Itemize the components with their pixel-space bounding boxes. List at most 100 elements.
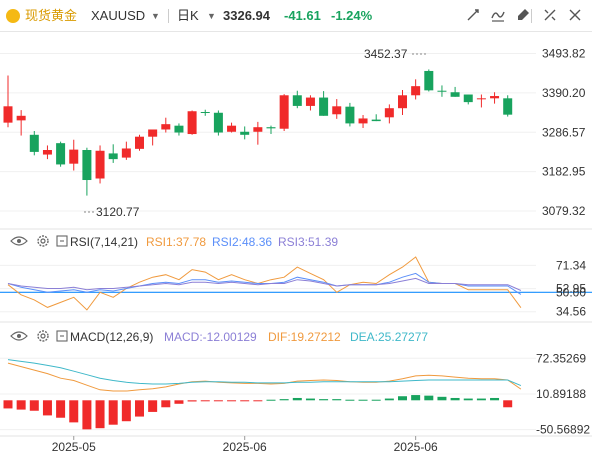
macd-series-line <box>7 362 522 392</box>
candle-body <box>121 148 131 158</box>
settings-icon[interactable] <box>37 235 49 247</box>
macd-series-line <box>7 359 522 387</box>
price-axis-tick-label: 3079.32 <box>542 204 586 218</box>
macd-histogram-bar <box>305 398 315 401</box>
rsi-pane <box>0 256 592 311</box>
macd-histogram-bar <box>332 399 342 401</box>
rsi-axis-tick-label: 52.95 <box>556 282 586 296</box>
eye-icon[interactable] <box>10 331 28 341</box>
macd-histogram-bar <box>503 400 513 408</box>
rsi2-value: RSI2:48.36 <box>212 235 272 249</box>
low-annotation: 3120.77 <box>96 205 140 219</box>
candle-body <box>305 97 315 106</box>
macd-histogram-bar <box>358 399 368 401</box>
candlestick-series <box>3 69 513 196</box>
draw-icon[interactable] <box>464 8 482 24</box>
dea-value: DEA:25.27277 <box>350 330 428 344</box>
macd-histogram-bar <box>424 395 434 401</box>
price-change: -41.61 <box>284 8 321 23</box>
candle-body <box>279 95 289 129</box>
candle-body <box>384 108 394 118</box>
rsi-axis-tick-label: 50.00 <box>556 285 586 299</box>
candle-body <box>227 125 237 132</box>
macd-axis-tick-label: -50.56892 <box>536 423 590 437</box>
candle-body <box>3 106 13 123</box>
rsi-series-line <box>7 277 522 291</box>
rsi3-value: RSI3:51.39 <box>278 235 338 249</box>
x-axis-tick-label: 2025-06 <box>394 440 438 454</box>
candle-body <box>503 98 513 115</box>
macd-histogram-bar <box>292 397 302 401</box>
rsi-series-line <box>7 272 522 295</box>
macd-histogram-bar <box>319 399 329 401</box>
macd-histogram-bar <box>253 400 263 402</box>
caret-down-icon[interactable]: ▼ <box>151 11 160 21</box>
candle-body <box>187 111 197 135</box>
macd-histogram-bar <box>3 400 13 409</box>
indicator-icon[interactable] <box>489 8 507 24</box>
brush-icon[interactable] <box>514 8 532 24</box>
chart-toolbar: 现货黄金 XAUUSD ▼ 日K ▼ 3326.94 -41.61 -1.24% <box>0 0 592 32</box>
candle-body <box>266 127 276 129</box>
candle-body <box>398 95 407 109</box>
macd-indicator-name: MACD(12,26,9) <box>70 330 153 344</box>
candle-body <box>253 127 263 132</box>
candle-body <box>490 96 500 99</box>
macd-histogram-bar <box>384 398 394 401</box>
instrument-name[interactable]: 现货黄金 <box>25 8 78 23</box>
macd-histogram-bar <box>121 400 131 422</box>
rsi1-value: RSI1:37.78 <box>146 235 206 249</box>
rsi-axis-tick-label: 71.34 <box>556 258 586 272</box>
macd-histogram-bar <box>161 400 171 408</box>
collapse-icon[interactable] <box>56 235 68 247</box>
macd-histogram-bar <box>69 400 79 423</box>
last-price: 3326.94 <box>223 8 270 23</box>
toolbar-divider <box>168 9 169 23</box>
candle-body <box>29 134 39 152</box>
price-axis-tick-label: 3390.20 <box>542 86 586 100</box>
candle-body <box>42 150 52 155</box>
close-icon[interactable] <box>566 8 584 24</box>
symbol-selector[interactable]: XAUUSD <box>91 8 146 23</box>
candle-body <box>450 92 460 97</box>
caret-down-icon[interactable]: ▼ <box>207 11 216 21</box>
candle-body <box>161 124 171 130</box>
candle-body <box>82 150 92 181</box>
macd-histogram-bar <box>450 397 460 401</box>
candle-body <box>135 136 144 149</box>
fullscreen-icon[interactable] <box>541 8 559 24</box>
x-axis-tick-label: 2025-06 <box>223 440 267 454</box>
candle-body <box>332 106 342 115</box>
macd-pane <box>3 359 522 430</box>
candle-body <box>292 95 302 106</box>
dif-value: DIF:19.27212 <box>268 330 341 344</box>
macd-histogram-bar <box>437 396 447 401</box>
macd-histogram-bar <box>16 400 26 410</box>
candle-body <box>345 106 355 124</box>
eye-icon[interactable] <box>10 236 28 246</box>
macd-histogram-bar <box>463 398 473 401</box>
macd-axis-tick-label: 10.89188 <box>536 387 586 401</box>
macd-histogram-bar <box>174 400 184 404</box>
macd-histogram-bar <box>213 400 223 402</box>
macd-value: MACD:-12.00129 <box>164 330 257 344</box>
candle-body <box>16 115 26 121</box>
candle-body <box>56 143 66 165</box>
macd-histogram-bar <box>42 400 52 416</box>
settings-icon[interactable] <box>37 330 49 342</box>
collapse-icon[interactable] <box>56 330 68 342</box>
macd-histogram-bar <box>266 399 276 401</box>
macd-histogram-bar <box>240 400 250 402</box>
candle-body <box>358 118 368 124</box>
macd-histogram-bar <box>345 399 355 401</box>
macd-histogram-bar <box>476 398 486 401</box>
macd-histogram-bar <box>411 395 421 401</box>
rsi-indicator-name: RSI(7,14,21) <box>70 235 138 249</box>
candle-body <box>437 90 447 92</box>
candle-body <box>95 150 105 179</box>
macd-histogram-bar <box>108 400 118 425</box>
candle-body <box>371 119 381 122</box>
macd-histogram-bar <box>490 397 500 401</box>
period-selector[interactable]: 日K <box>177 8 199 23</box>
